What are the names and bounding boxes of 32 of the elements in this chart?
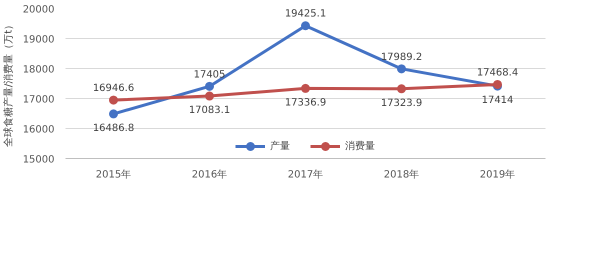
x-tick-label: 2019年 <box>480 168 516 180</box>
x-tick-label: 2015年 <box>96 168 132 180</box>
data-label: 17405 <box>194 69 226 80</box>
point <box>397 64 406 74</box>
data-label: 17414 <box>482 95 514 106</box>
data-label: 17083.1 <box>188 105 230 116</box>
x-tick-label: 2017年 <box>288 168 324 180</box>
data-label: 17336.9 <box>284 97 326 108</box>
data-label: 19425.1 <box>284 8 326 20</box>
y-axis-title: 全球食糖产量/消费量（万t） <box>2 20 15 148</box>
x-tick-label: 2018年 <box>384 168 420 180</box>
x-tick-label: 2016年 <box>192 168 228 180</box>
point <box>205 92 214 100</box>
data-label: 17468.4 <box>476 67 518 78</box>
y-tick-label: 15000 <box>22 154 54 166</box>
point <box>301 84 310 93</box>
data-label: 17989.2 <box>380 52 422 63</box>
data-label: 17323.9 <box>380 98 422 109</box>
data-label: 16486.8 <box>92 122 134 134</box>
point <box>109 109 118 118</box>
point <box>109 96 118 105</box>
y-tick-label: 18000 <box>22 64 54 76</box>
data-label: 16946.6 <box>92 83 134 94</box>
point <box>301 21 310 30</box>
y-tick-label: 20000 <box>22 4 54 16</box>
y-tick-label: 16000 <box>22 124 54 136</box>
legend-label: 消费量 <box>345 140 375 153</box>
point <box>397 84 406 94</box>
y-tick-label: 17000 <box>22 94 54 106</box>
y-tick-label: 19000 <box>22 34 54 46</box>
legend-label: 产量 <box>270 140 290 153</box>
point <box>205 82 214 91</box>
